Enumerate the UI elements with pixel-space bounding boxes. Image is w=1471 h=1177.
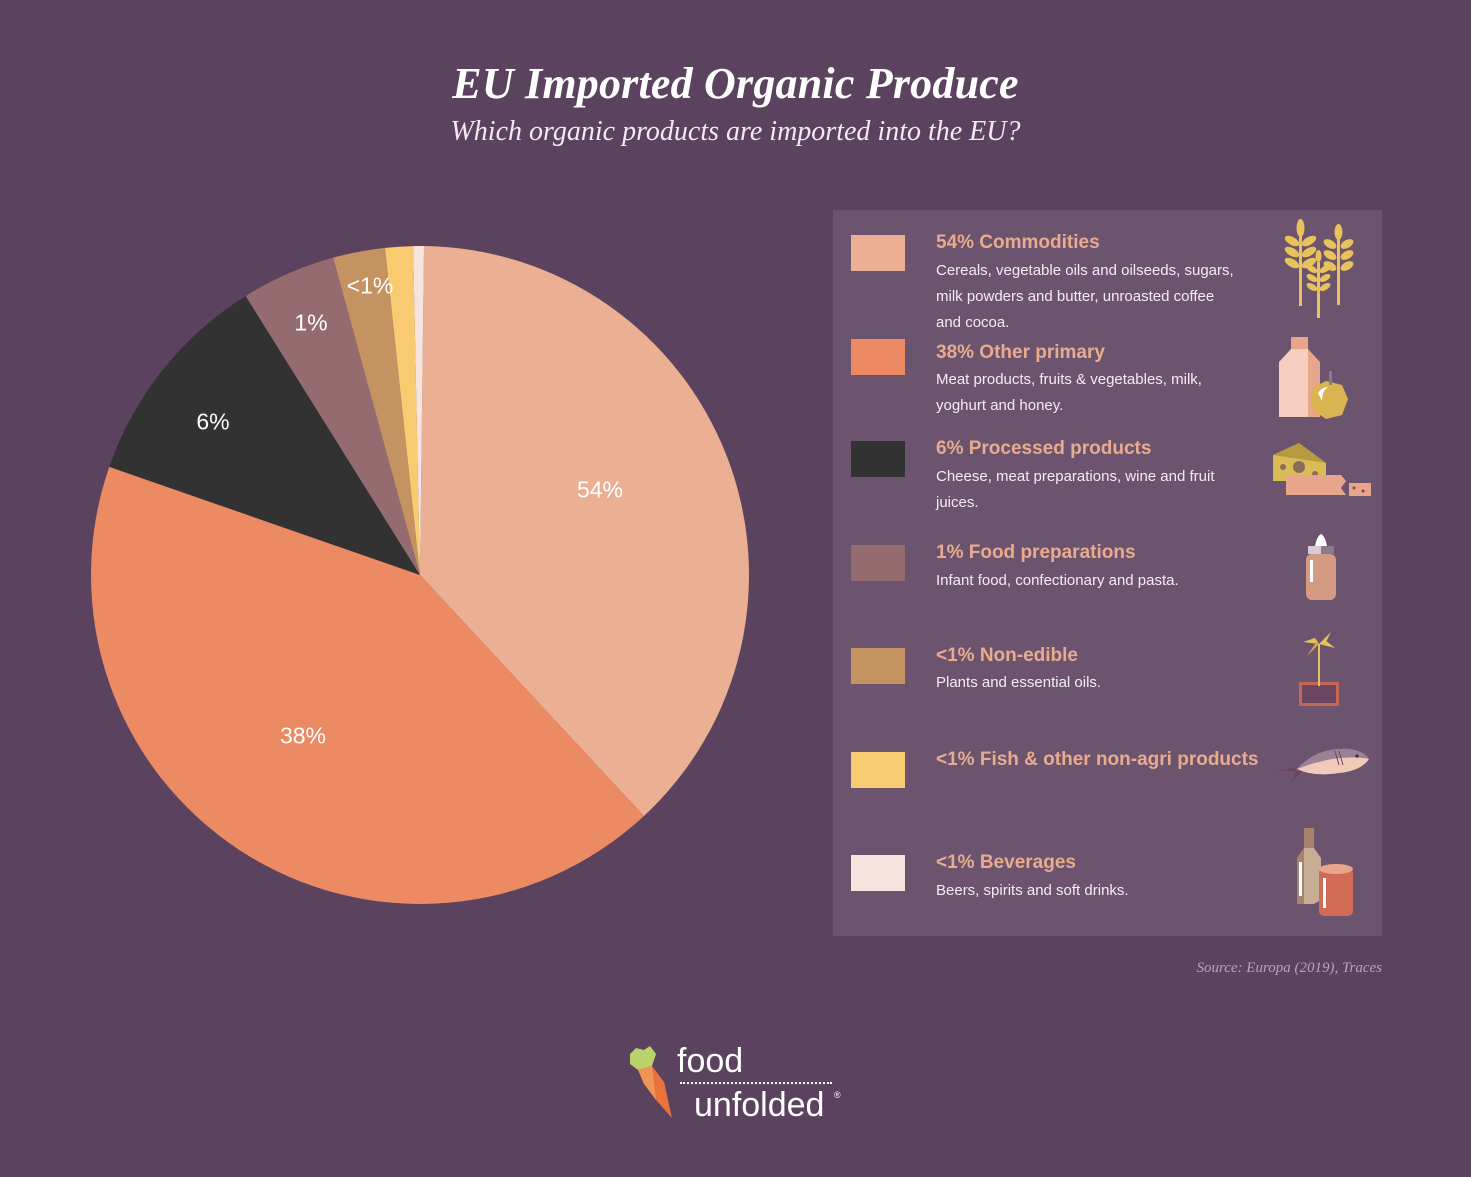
legend-desc: Beers, spirits and soft drinks. <box>936 882 1129 899</box>
pie-slice-label: 38% <box>279 722 327 749</box>
pie-slice-label: 1% <box>294 309 328 336</box>
pie-slice-label: 54% <box>576 476 624 503</box>
pie-slice-food-preparations <box>245 257 420 575</box>
legend-swatch <box>851 648 905 684</box>
logo-text-unfolded: unfolded <box>694 1086 825 1124</box>
pie-slice-label: 6% <box>196 408 230 435</box>
pie-slice-fish-other-non-agri-products <box>385 246 420 576</box>
bottle-can-icon <box>1297 828 1353 916</box>
legend-title: <1% Fish & other non-agri products <box>936 749 1259 770</box>
legend-desc: Cereals, vegetable oils and oilseeds, su… <box>936 262 1234 331</box>
legend-swatch <box>851 339 905 375</box>
legend-title: <1% Beverages <box>936 852 1076 873</box>
legend-title: 54% Commodities <box>936 232 1100 253</box>
pie-slice-other-primary <box>90 466 644 904</box>
page-subtitle: Which organic products are imported into… <box>450 116 1021 147</box>
legend-desc: Cheese, meat preparations, wine and frui… <box>936 468 1215 511</box>
legend-desc: Plants and essential oils. <box>936 674 1102 691</box>
legend-title: <1% Non-edible <box>936 645 1078 666</box>
legend-swatch <box>851 855 905 891</box>
legend-desc: Infant food, confectionary and pasta. <box>936 572 1179 589</box>
legend-desc: Meat products, fruits & vegetables, milk… <box>936 371 1202 414</box>
source-note: Source: Europa (2019), Traces <box>1196 960 1382 976</box>
legend-title: 6% Processed products <box>936 438 1152 459</box>
legend-swatch <box>851 235 905 271</box>
legend-swatch <box>851 545 905 581</box>
logo-dotted-divider <box>680 1082 832 1084</box>
wheat-icon <box>1284 219 1354 318</box>
legend-swatch <box>851 752 905 788</box>
milk-carton-apple-icon <box>1279 337 1348 419</box>
legend-title: 1% Food preparations <box>936 542 1136 563</box>
brand-logo[interactable]: food unfolded ® <box>624 1042 854 1124</box>
logo-text-food: food <box>677 1042 744 1080</box>
legend-panel: 54% Commodities Cereals, vegetable oils … <box>833 210 1382 936</box>
pie-slice-non-edible <box>333 247 420 575</box>
potted-plant-icon <box>1299 632 1339 706</box>
fish-icon <box>1277 748 1369 783</box>
legend-title: 38% Other primary <box>936 342 1105 363</box>
pie-slice-commodities <box>420 246 750 817</box>
cheese-meat-icon <box>1273 443 1371 496</box>
page-title: EU Imported Organic Produce <box>452 59 1019 108</box>
legend-swatch <box>851 441 905 477</box>
carrot-icon <box>630 1046 672 1118</box>
pie-slice-processed-products <box>109 295 420 575</box>
pie-slice-beverages <box>413 246 425 575</box>
baby-bottle-icon <box>1306 534 1336 600</box>
pie-slice-label: <1% <box>346 272 394 299</box>
registered-mark: ® <box>834 1090 841 1100</box>
